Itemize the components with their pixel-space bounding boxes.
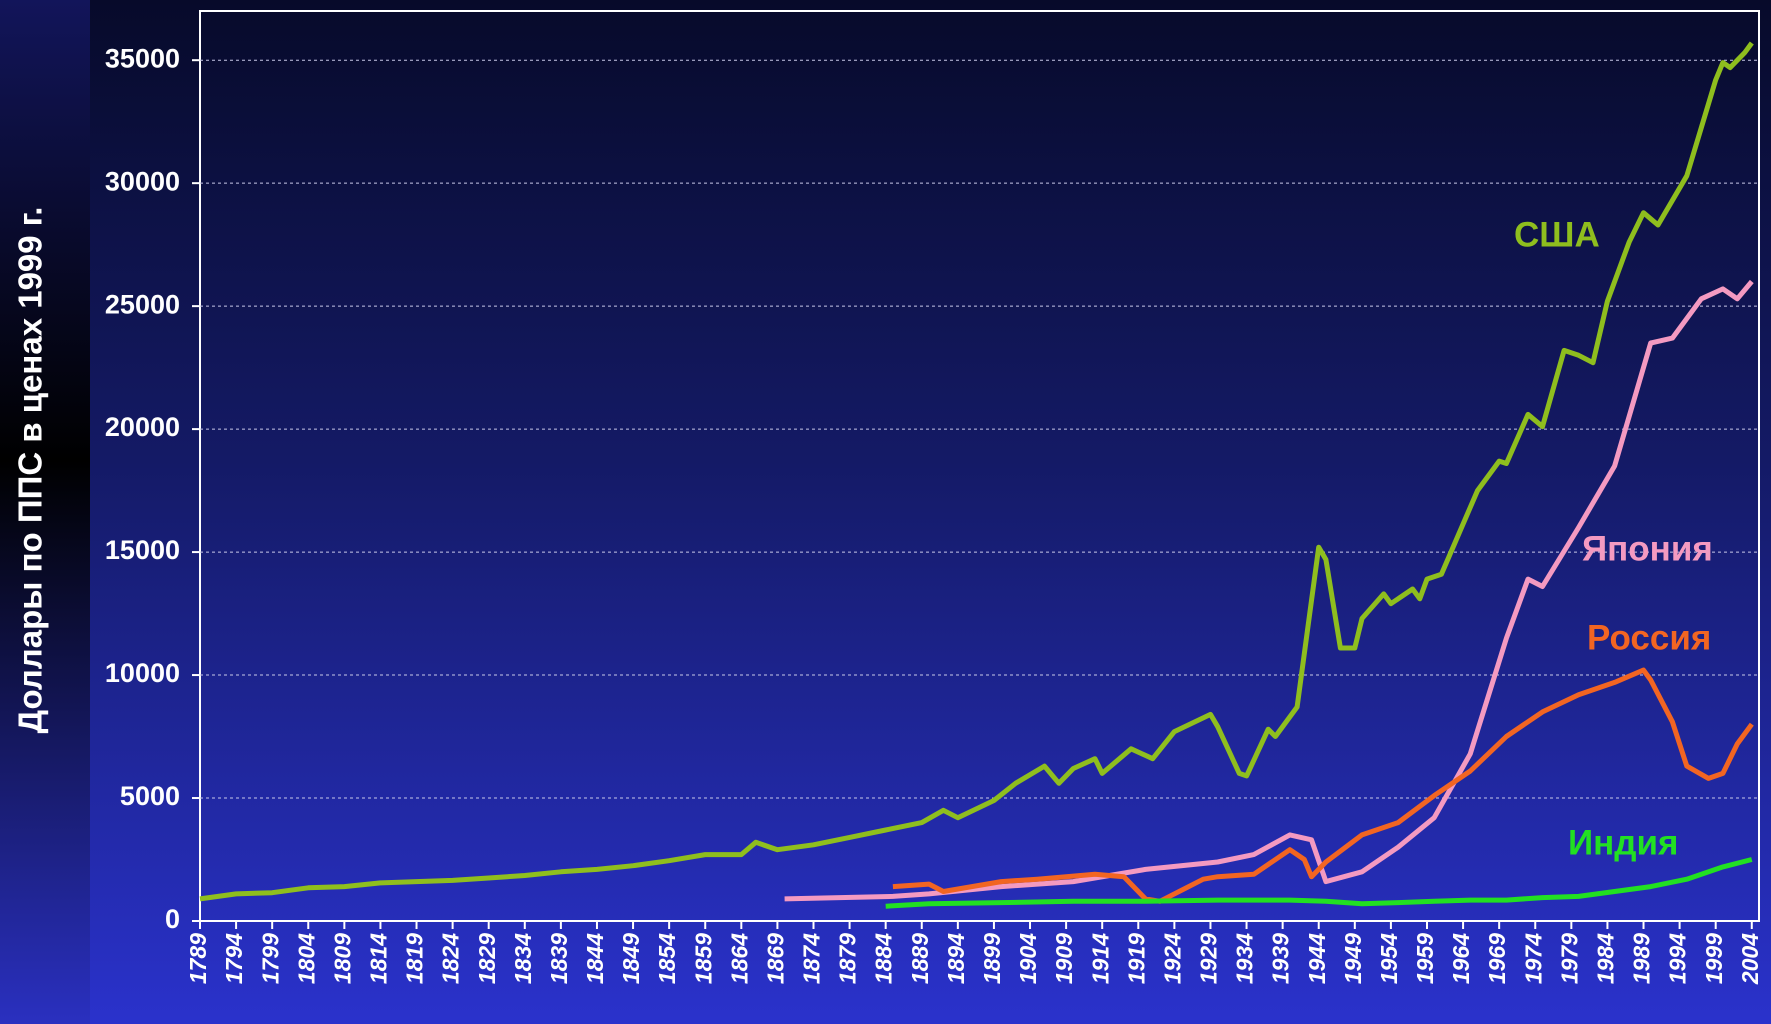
x-tick-label: 1944 [1304, 933, 1330, 984]
x-tick-label: 1829 [474, 933, 500, 984]
x-tick-label: 1789 [185, 933, 211, 984]
x-tick-label: 1879 [835, 933, 861, 984]
x-tick-label: 1909 [1051, 933, 1077, 984]
series-label: Япония [1582, 529, 1713, 568]
y-tick-label: 15000 [105, 535, 180, 565]
x-tick-label: 1849 [618, 933, 644, 984]
x-tick-label: 1904 [1015, 933, 1041, 984]
y-tick-label: 10000 [105, 658, 180, 688]
x-tick-label: 1794 [221, 933, 247, 984]
x-tick-label: 1899 [979, 933, 1005, 984]
y-axis-label: Доллары по ППС в ценах 1999 г. [12, 207, 49, 734]
series-line [784, 279, 1754, 902]
x-tick-label: 1809 [329, 933, 355, 984]
x-tick-label: 1989 [1629, 933, 1655, 984]
x-tick-label: 1959 [1412, 933, 1438, 984]
x-tick-label: 1949 [1340, 933, 1366, 984]
x-tick-label: 1884 [871, 933, 897, 984]
series-label: Россия [1587, 618, 1711, 657]
x-tick-label: 1929 [1196, 933, 1222, 984]
y-tick-label: 20000 [105, 412, 180, 442]
x-tick-label: 1854 [654, 933, 680, 984]
x-tick-label: 1859 [690, 933, 716, 984]
x-tick-label: 1969 [1484, 933, 1510, 984]
y-tick-label: 30000 [105, 166, 180, 196]
x-tick-label: 1939 [1268, 933, 1294, 984]
x-tick-label: 1814 [366, 933, 392, 984]
x-tick-label: 1839 [546, 933, 572, 984]
series-line [892, 667, 1754, 904]
x-tick-label: 1984 [1593, 933, 1619, 984]
x-tick-label: 1799 [257, 933, 283, 984]
x-tick-label: 1919 [1123, 933, 1149, 984]
x-tick-label: 1979 [1556, 933, 1582, 984]
plot-frame [199, 10, 1760, 922]
x-tick-label: 1834 [510, 933, 536, 984]
y-tick-label: 5000 [120, 781, 180, 811]
x-tick-label: 1994 [1665, 933, 1691, 984]
x-tick-label: 1954 [1376, 933, 1402, 984]
x-tick-label: 1804 [293, 933, 319, 984]
y-tick-label: 25000 [105, 289, 180, 319]
x-tick-label: 1864 [726, 933, 752, 984]
x-tick-label: 1894 [943, 933, 969, 984]
x-tick-label: 1974 [1520, 933, 1546, 984]
x-tick-label: 1819 [402, 933, 428, 984]
side-panel [0, 0, 90, 1024]
x-tick-label: 1924 [1159, 933, 1185, 984]
x-tick-label: 1869 [762, 933, 788, 984]
x-tick-label: 1844 [582, 933, 608, 984]
x-tick-label: 1914 [1087, 933, 1113, 984]
series-line [885, 857, 1753, 909]
series-label: США [1514, 215, 1600, 254]
x-tick-label: 1964 [1448, 933, 1474, 984]
y-tick-label: 0 [165, 904, 180, 934]
x-tick-label: 1934 [1232, 933, 1258, 984]
series-label: Индия [1568, 823, 1678, 862]
x-tick-label: 2004 [1737, 933, 1763, 985]
x-tick-label: 1999 [1701, 933, 1727, 984]
x-tick-label: 1889 [907, 933, 933, 984]
y-tick-label: 35000 [105, 43, 180, 73]
series-line [199, 41, 1754, 902]
x-tick-label: 1824 [438, 933, 464, 984]
x-tick-label: 1874 [799, 933, 825, 984]
